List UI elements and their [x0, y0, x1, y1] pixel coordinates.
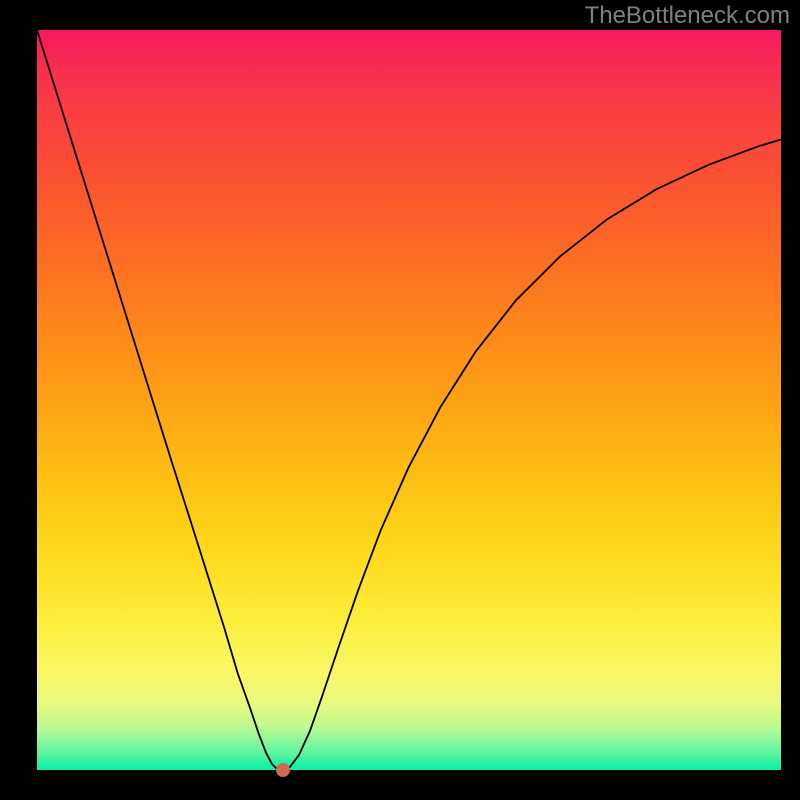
chart-container: TheBottleneck.com: [0, 0, 800, 800]
watermark-text: TheBottleneck.com: [585, 2, 790, 30]
curve-svg: [37, 30, 781, 770]
plot-area: [37, 30, 781, 770]
minimum-marker-dot: [276, 763, 290, 777]
bottleneck-curve: [37, 30, 781, 770]
